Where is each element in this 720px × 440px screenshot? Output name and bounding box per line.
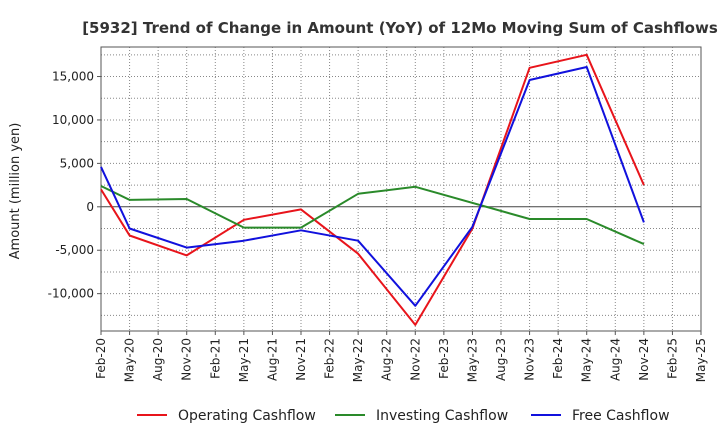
x-tick-label: Aug-24 [608,338,622,381]
x-tick-label: Nov-23 [523,338,537,381]
y-tick-label: -5,000 [55,243,94,257]
series-line-operating-cashflow [100,53,645,326]
x-tick-label: May-24 [580,338,594,382]
y-axis-label: Amount (million yen) [8,123,23,260]
legend-label: Free Cashflow [572,408,670,424]
x-tick-label: Feb-20 [94,338,108,379]
axis-layer: 15,000 10,000 5,000 0 -5,000 -10,000 Feb-20 May… [48,46,708,382]
x-tick-label: Feb-23 [437,338,451,379]
y-tick-label: 5,000 [60,156,94,170]
series-layer [100,53,645,326]
legend: Operating Cashflow Investing Cashflow Free… [137,408,670,424]
y-tick-label: 0 [86,200,94,214]
y-tick-label: -10,000 [48,287,94,301]
x-tick-label: Feb-22 [323,338,337,379]
y-tick-label: 10,000 [52,113,94,127]
grid-layer [100,47,702,331]
plot-frame [100,46,702,332]
x-tick-label: Nov-22 [408,338,422,381]
legend-label: Operating Cashflow [178,408,316,424]
x-tick-label: May-20 [123,338,137,382]
x-tick-label: May-22 [351,338,365,382]
legend-label: Investing Cashflow [376,408,508,424]
series-line-free-cashflow [100,66,645,307]
x-tick-label: Aug-22 [380,338,394,381]
x-tick-label: Nov-21 [294,338,308,381]
x-tick-label: May-25 [694,338,708,382]
x-tick-label: Nov-24 [637,338,651,381]
x-tick-label: Aug-21 [265,338,279,381]
x-tick-label: Aug-20 [151,338,165,381]
x-tick-label: Feb-25 [665,338,679,379]
chart-title: [5932] Trend of Change in Amount (YoY) o… [82,19,718,37]
x-tick-label: May-23 [465,338,479,382]
y-tick-label: 15,000 [52,70,94,84]
x-tick-label: Nov-20 [180,338,194,381]
series-line-investing-cashflow [100,185,645,246]
x-tick-label: May-21 [237,338,251,382]
x-tick-label: Aug-23 [494,338,508,381]
x-tick-label: Feb-24 [551,338,565,379]
x-tick-label: Feb-21 [208,338,222,379]
